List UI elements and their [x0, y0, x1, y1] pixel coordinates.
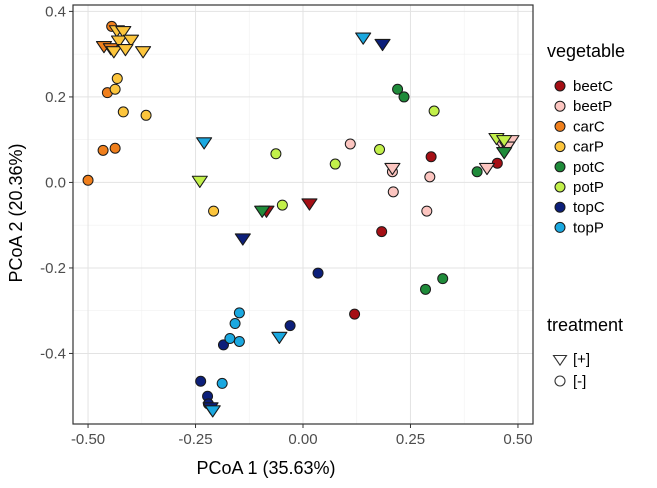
data-point-potC-untreated	[392, 83, 404, 95]
x-tick-label: 0.25	[396, 431, 425, 448]
data-point-potC-untreated	[398, 91, 410, 103]
data-point-beetC-untreated	[349, 308, 361, 320]
data-point-potP-untreated	[276, 199, 288, 211]
data-point-beetP-treated	[384, 162, 401, 176]
legend-label-beetC: beetC	[573, 78, 613, 95]
data-point-beetP-treated	[478, 162, 496, 176]
points-layer	[82, 20, 520, 418]
legend-label-beetP: beetP	[573, 98, 612, 115]
data-point-topC-untreated	[284, 320, 296, 332]
grid-layer	[73, 5, 533, 424]
legend-key-topP	[554, 221, 566, 233]
data-point-topP-treated	[204, 405, 221, 418]
data-point-potP-treated	[496, 135, 513, 148]
data-point-topC-untreated	[195, 375, 207, 387]
data-point-carP-treated	[122, 34, 140, 47]
data-point-topP-untreated	[233, 307, 245, 319]
data-point-topP-treated	[271, 331, 288, 344]
data-point-carP-untreated	[117, 106, 129, 118]
data-point-carP-untreated	[111, 73, 123, 85]
y-tick-label: 0.2	[45, 89, 66, 106]
data-point-potP-untreated	[428, 105, 440, 117]
legend-key-beetP	[554, 100, 566, 112]
data-point-beetP-untreated	[344, 138, 356, 150]
data-point-carP-treated	[105, 46, 122, 59]
legend-key-untreated	[554, 375, 566, 387]
legend-label-topP: topP	[573, 219, 604, 236]
data-point-topP-untreated	[233, 335, 245, 347]
legend-title-treatment: treatment	[547, 315, 623, 335]
legend-key-carP	[554, 141, 566, 153]
data-point-potP-untreated	[329, 158, 341, 170]
legend-label-potP: potP	[573, 179, 604, 196]
y-axis-title: PCoA 2 (20.36%)	[6, 143, 26, 282]
legend-title-vegetable: vegetable	[547, 41, 625, 61]
data-point-beetP-untreated	[421, 205, 433, 217]
data-point-carP-treated	[115, 26, 132, 39]
data-point-topP-treated	[355, 32, 372, 45]
y-tick-label: -0.4	[40, 345, 66, 362]
data-point-carC-untreated	[97, 144, 109, 156]
y-tick-label: -0.2	[40, 260, 66, 277]
data-point-carC-untreated	[82, 174, 94, 186]
data-point-potP-treated	[191, 175, 208, 188]
data-point-carP-treated	[135, 46, 152, 59]
data-point-beetP-untreated	[387, 186, 399, 198]
legend-label-carC: carC	[573, 118, 605, 135]
legend-label-topC: topC	[573, 199, 605, 216]
data-point-topP-treated	[196, 137, 213, 150]
y-tick-label: 0.0	[45, 174, 66, 191]
ticks-layer: -0.50 -0.25 0.00 0.25 0.50 0.4 0.2 0.0 -0.2 -0.4	[40, 3, 532, 448]
data-point-topP-untreated	[216, 377, 228, 389]
data-point-carP-treated	[117, 44, 134, 57]
legend-label-carP: carP	[573, 139, 604, 156]
legend-label-treatment: [-]	[573, 373, 586, 390]
data-point-carC-untreated	[109, 142, 121, 154]
data-point-topC-treated	[374, 38, 391, 52]
legend-key-treated	[552, 354, 568, 367]
data-point-potC-untreated	[437, 273, 449, 285]
x-tick-label: 0.00	[288, 431, 317, 448]
x-axis-title: PCoA 1 (35.63%)	[196, 458, 335, 478]
data-point-potC-treated	[496, 147, 513, 160]
x-tick-label: 0.50	[503, 431, 532, 448]
x-tick-label: -0.25	[178, 431, 212, 448]
data-point-carP-untreated	[109, 83, 121, 95]
data-point-carP-untreated	[208, 205, 220, 217]
legend-key-potC	[554, 161, 566, 173]
data-point-potP-untreated	[374, 144, 386, 156]
legend-key-beetC	[554, 80, 566, 92]
data-point-topC-treated	[234, 233, 251, 246]
legend-key-carC	[554, 120, 566, 132]
data-point-beetC-untreated	[376, 226, 388, 238]
data-point-beetP-untreated	[424, 171, 436, 183]
legend-key-topC	[554, 201, 566, 213]
legend-layer: vegetable beetC beetP carC carP potC potP topC t…	[547, 41, 625, 390]
data-point-carP-treated	[110, 35, 128, 48]
data-point-potC-treated	[254, 205, 271, 218]
data-point-beetC-treated	[301, 198, 318, 211]
legend-label-treatment: [+]	[573, 351, 590, 368]
data-point-topP-untreated	[229, 318, 241, 330]
x-tick-label: -0.50	[71, 431, 105, 448]
data-point-beetC-untreated	[425, 151, 437, 163]
y-tick-label: 0.4	[45, 3, 66, 20]
data-point-topC-untreated	[217, 339, 229, 351]
legend-label-potC: potC	[573, 159, 605, 176]
legend-key-potP	[554, 181, 566, 193]
data-point-potP-untreated	[270, 148, 282, 160]
data-point-potC-untreated	[471, 166, 483, 178]
data-point-potC-untreated	[420, 283, 432, 295]
data-point-topP-untreated	[224, 332, 236, 344]
data-point-carP-untreated	[140, 109, 152, 121]
data-point-topC-untreated	[312, 267, 324, 279]
